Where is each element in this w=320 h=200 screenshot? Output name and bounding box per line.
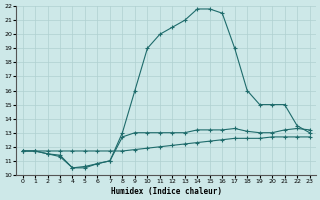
X-axis label: Humidex (Indice chaleur): Humidex (Indice chaleur) [111,187,221,196]
